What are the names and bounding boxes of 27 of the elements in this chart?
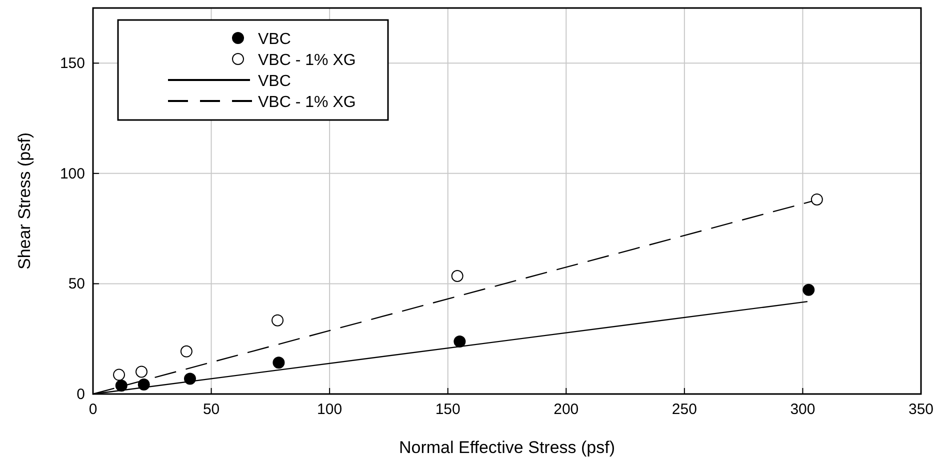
x-tick-label: 0 xyxy=(88,401,98,418)
point xyxy=(135,366,148,378)
point xyxy=(113,368,126,381)
x-tick-label: 100 xyxy=(317,401,342,418)
y-axis-title: Shear Stress (psf) xyxy=(15,132,34,270)
legend-label: VBC xyxy=(258,31,291,48)
legend-label: VBC xyxy=(258,73,291,90)
x-axis-title: Normal Effective Stress (psf) xyxy=(398,438,616,457)
point xyxy=(810,193,823,206)
point xyxy=(451,270,464,282)
x-tick-label: 350 xyxy=(908,401,934,418)
y-tick-label: 50 xyxy=(68,276,85,293)
point xyxy=(180,345,192,358)
x-tick-label: 300 xyxy=(790,401,816,418)
point xyxy=(272,356,285,369)
x-tick-label: 50 xyxy=(202,401,220,418)
point xyxy=(272,314,284,326)
y-tick-label: 150 xyxy=(60,55,85,72)
point xyxy=(802,284,815,296)
y-tick-label: 0 xyxy=(76,386,85,403)
y-tick-label: 100 xyxy=(60,165,85,182)
point xyxy=(454,336,466,348)
x-tick-label: 200 xyxy=(554,401,579,418)
legend-label: VBC - 1% XG xyxy=(258,52,356,69)
legend-label: VBC - 1% XG xyxy=(258,94,356,111)
x-tick-label: 250 xyxy=(672,401,697,418)
x-tick-label: 150 xyxy=(435,401,460,418)
